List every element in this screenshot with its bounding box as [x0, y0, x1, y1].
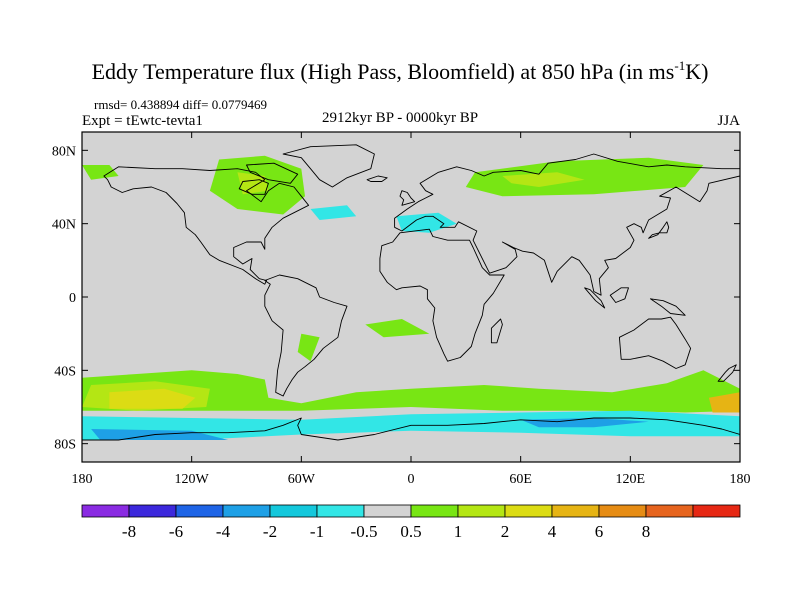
colorbar-label-3: -2 — [263, 522, 277, 541]
colorbar-box-2 — [175, 504, 224, 518]
coastline-antarctica — [82, 417, 740, 441]
contour-fields — [82, 155, 740, 440]
coastline-iceland — [366, 175, 388, 182]
coastline-baffin-island — [246, 162, 299, 184]
season-label: JJA — [717, 113, 740, 129]
lon-tick-label-6: 180 — [730, 472, 751, 487]
field-region-3 — [708, 392, 740, 413]
coastline-greenland — [282, 144, 375, 188]
field-region-12 — [465, 157, 704, 197]
coastline-borneo — [609, 287, 629, 303]
coastline-new-guinea — [649, 298, 686, 316]
colorbar-label-4: -1 — [310, 522, 324, 541]
field-region-6 — [520, 418, 649, 428]
coastlines — [82, 144, 740, 441]
colorbar-label-11: 8 — [642, 522, 651, 541]
field-region-8 — [237, 172, 269, 195]
colorbar-box-8 — [457, 504, 506, 518]
lon-tick-label-4: 60E — [509, 472, 532, 487]
lat-tick-label-4: 80S — [54, 438, 76, 453]
coastline-madagascar — [490, 318, 503, 344]
colorbar-label-6: 0.5 — [400, 522, 421, 541]
colorbar-label-1: -6 — [169, 522, 183, 541]
coastline-new-zealand — [717, 364, 737, 382]
chart-title: Eddy Temperature flux (High Pass, Bloomf… — [91, 58, 709, 84]
lat-tick-label-2: 0 — [69, 291, 76, 306]
field-region-13 — [502, 172, 585, 187]
colorbar-box-12 — [645, 504, 694, 518]
lon-tick-label-2: 60W — [288, 472, 316, 487]
coastline-eurasia — [394, 153, 740, 296]
field-region-2 — [109, 388, 196, 409]
lat-tick-label-1: 40N — [52, 218, 76, 233]
colorbar-box-13 — [692, 504, 741, 518]
colorbar-box-11 — [598, 504, 647, 518]
coastline-japan — [648, 221, 670, 239]
colorbar: -8 -6 -4 -2 -1 -0.5 0.5 1 2 4 6 8 — [81, 504, 741, 541]
colorbar-label-5: -0.5 — [351, 522, 378, 541]
colorbar-box-9 — [504, 504, 553, 518]
colorbar-label-8: 2 — [501, 522, 510, 541]
coastline-south-america — [264, 274, 348, 397]
lon-tick-label-0: 180 — [72, 472, 93, 487]
coastline-australia — [618, 316, 692, 369]
field-region-10 — [310, 205, 357, 220]
field-region-14 — [365, 319, 430, 338]
colorbar-box-0 — [81, 504, 130, 518]
field-region-0 — [82, 370, 740, 413]
colorbar-label-0: -8 — [122, 522, 136, 541]
colorbar-box-4 — [269, 504, 318, 518]
lat-tick-label-0: 80N — [52, 144, 76, 159]
experiment-label: Expt = tEwtc-tevta1 — [82, 113, 203, 129]
field-region-11 — [396, 212, 457, 233]
field-region-9 — [82, 165, 119, 180]
colorbar-label-2: -4 — [216, 522, 231, 541]
lat-tick-label-3: 40S — [54, 364, 76, 379]
coastline-sumatra — [584, 287, 606, 309]
colorbar-label-9: 4 — [548, 522, 557, 541]
stats-text: rmsd= 0.438894 diff= 0.0779469 — [94, 97, 267, 112]
colorbar-label-10: 6 — [595, 522, 604, 541]
colorbar-box-1 — [128, 504, 177, 518]
lon-tick-label-5: 120E — [616, 472, 646, 487]
coastline-north-america — [103, 166, 310, 285]
coastline-great-britain — [399, 190, 416, 206]
lon-tick-label-1: 120W — [175, 472, 210, 487]
colorbar-box-5 — [316, 504, 365, 518]
colorbar-box-6 — [363, 504, 412, 518]
field-region-15 — [297, 333, 320, 362]
lon-tick-label-3: 0 — [408, 472, 415, 487]
coastline-hudson-bay — [238, 179, 269, 195]
period-label: 2912kyr BP - 0000kyr BP — [321, 110, 479, 126]
colorbar-box-10 — [551, 504, 600, 518]
colorbar-label-7: 1 — [454, 522, 463, 541]
colorbar-box-3 — [222, 504, 271, 518]
colorbar-box-7 — [410, 504, 459, 518]
coastline-africa — [379, 228, 505, 362]
axis-ticks: 180 120W 60W 0 60E 120E 180 80N 40N 0 40S 80S — [52, 132, 751, 487]
